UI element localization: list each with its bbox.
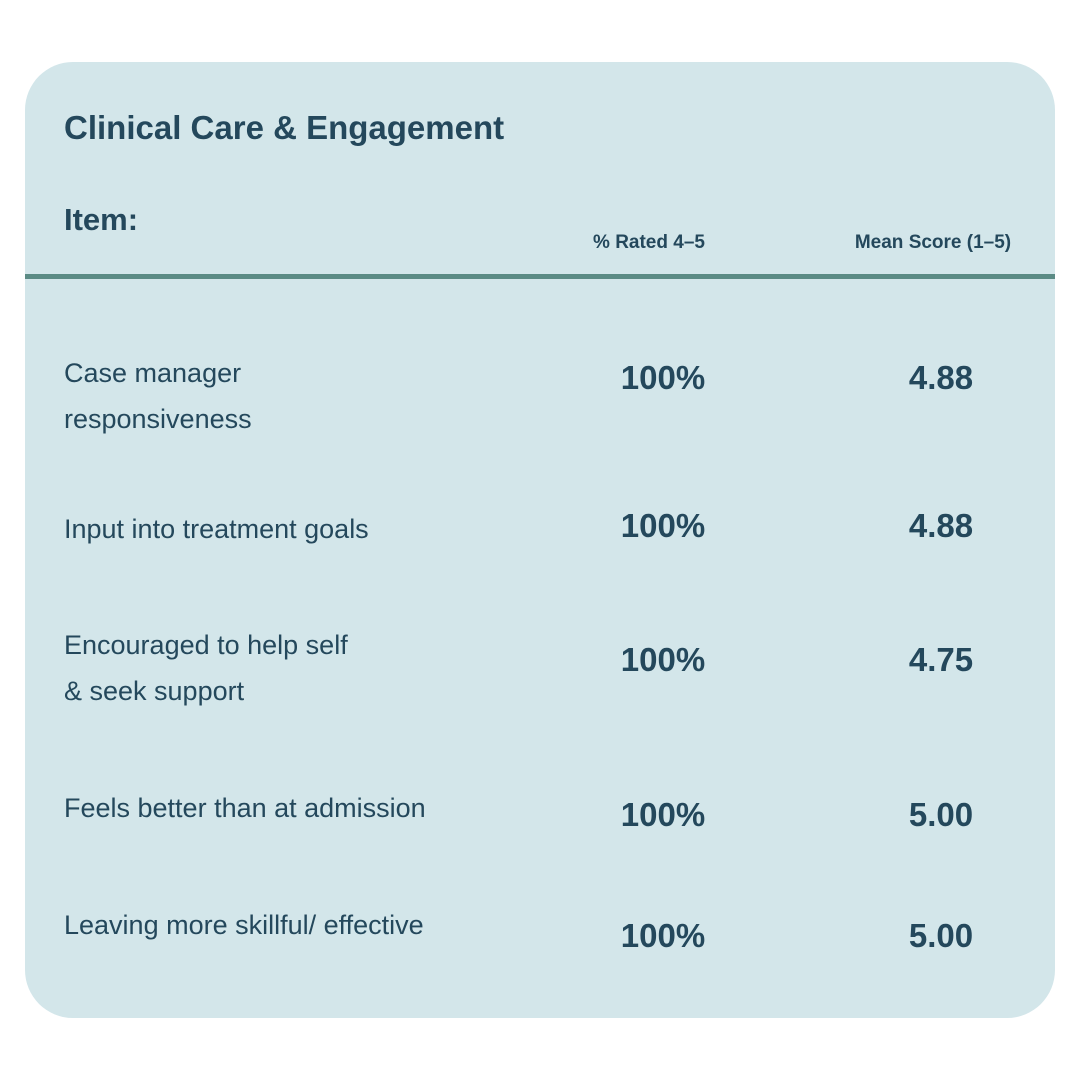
pct-rated-column-header: % Rated 4–5 [593,232,705,253]
row-item-label-line: Feels better than at admission [64,793,426,823]
header-divider [25,274,1055,279]
row-item-label-line: Encouraged to help self & seek support [64,630,348,706]
row-item-label-line: Input into treatment goals [64,514,369,544]
row-item-label-line: Case manager responsiveness [64,358,252,434]
row-mean-score: 5.00 [908,796,974,833]
card-title: Clinical Care & Engagement [64,109,505,146]
row-mean-score: 4.88 [908,359,974,396]
item-column-header: Item: [64,202,139,237]
row-item-label: Feels better than at admission [64,785,484,831]
row-pct-rated: 100% [620,507,706,544]
row-mean-score: 4.75 [908,641,974,678]
row-pct-rated: 100% [620,796,706,833]
row-pct-rated: 100% [620,641,706,678]
row-item-label: Leaving more skillful/ effective [64,902,484,948]
row-item-label: Case manager responsiveness [64,350,484,442]
row-mean-score: 5.00 [908,917,974,954]
survey-card: Clinical Care & Engagement Item: % Rated… [25,62,1055,1018]
mean-score-column-header: Mean Score (1–5) [854,232,1012,253]
row-pct-rated: 100% [620,359,706,396]
row-item-label: Input into treatment goals [64,506,484,552]
row-item-label: Encouraged to help self & seek support [64,622,484,714]
row-pct-rated: 100% [620,917,706,954]
row-item-label-line: Leaving more skillful/ effective [64,910,424,940]
row-mean-score: 4.88 [908,507,974,544]
